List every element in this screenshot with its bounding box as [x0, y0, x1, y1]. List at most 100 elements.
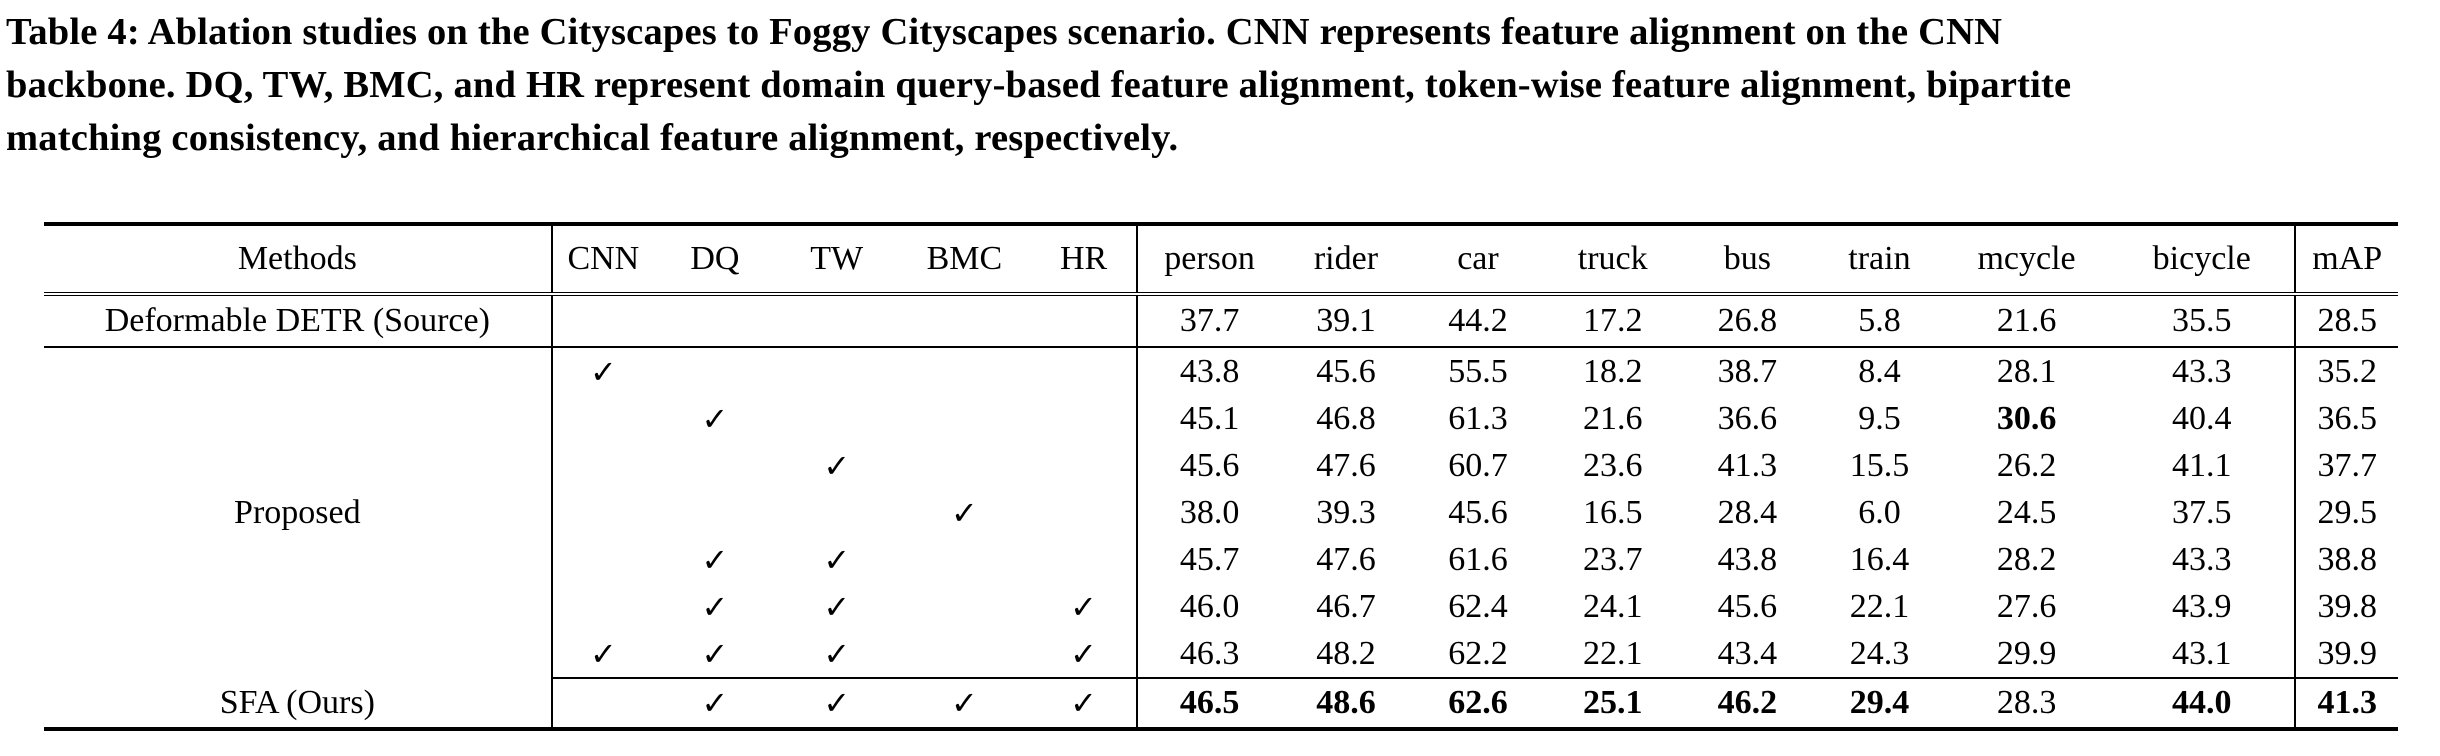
check-cell: ✓	[823, 587, 851, 626]
check-cell	[898, 442, 1032, 489]
check-cell	[1031, 347, 1138, 395]
value-cell: 45.6	[1717, 587, 1778, 625]
value-cell: 60.7	[1448, 446, 1508, 484]
header-truck: truck	[1545, 224, 1681, 296]
check-cell	[1031, 489, 1138, 536]
check-cell: ✓	[1031, 583, 1138, 630]
table-row: SFA (Ours) ✓ ✓ ✓ ✓ 46.5 48.6 62.6 25.1 4…	[44, 678, 2398, 731]
ablation-table: Methods CNN DQ TW BMC HR person rider ca…	[44, 222, 2398, 731]
value-cell: 41.1	[2109, 442, 2297, 489]
value-cell: 61.3	[1448, 399, 1508, 437]
header-map: mAP	[2295, 224, 2398, 296]
value-cell: 45.6	[1316, 352, 1376, 390]
value-cell: 24.3	[1814, 630, 1945, 679]
check-cell	[897, 630, 1032, 679]
check-cell	[552, 489, 654, 536]
check-cell	[898, 347, 1032, 395]
check-cell	[776, 347, 898, 395]
check-cell: ✓	[951, 493, 978, 532]
value-cell: 43.1	[2109, 630, 2297, 679]
value-cell: 9.5	[1858, 399, 1901, 437]
value-cell: 26.2	[1996, 446, 2057, 484]
value-cell: 36.5	[2317, 399, 2377, 437]
check-cell: ✓	[897, 678, 1032, 731]
value-cell: 40.4	[2109, 395, 2297, 442]
value-cell: 39.9	[2295, 630, 2398, 679]
value-cell: 24.1	[1582, 587, 1643, 625]
value-cell: 61.6	[1448, 540, 1508, 578]
value-cell: 46.0	[1179, 587, 1240, 625]
header-bus: bus	[1680, 224, 1815, 296]
table-caption: Table 4: Ablation studies on the Citysca…	[6, 6, 2434, 165]
check-cell: ✓	[701, 540, 729, 579]
value-cell: 47.6	[1316, 446, 1376, 484]
check-cell	[897, 294, 1032, 348]
header-methods: Methods	[44, 224, 553, 296]
check-cell	[898, 536, 1032, 583]
value-cell: 21.6	[1944, 294, 2110, 348]
table-row: ✓ 38.0 39.3 45.6 16.5 28.4 6.0 24.5 37.5…	[44, 489, 2398, 536]
value-cell: 8.4	[1858, 352, 1901, 390]
value-cell: 22.1	[1849, 587, 1910, 625]
caption-line: matching consistency, and hierarchical f…	[6, 117, 1179, 159]
header-bmc: BMC	[897, 224, 1032, 296]
value-cell: 29.9	[1944, 630, 2110, 679]
check-cell	[552, 583, 654, 630]
value-cell: 22.1	[1545, 630, 1681, 679]
caption-line: Table 4: Ablation studies on the Citysca…	[6, 11, 2003, 53]
check-cell: ✓	[654, 678, 776, 731]
method-cell: Deformable DETR (Source)	[44, 294, 553, 348]
value-cell: 6.0	[1858, 493, 1901, 531]
value-cell: 28.2	[1996, 540, 2057, 578]
check-cell: ✓	[775, 630, 898, 679]
value-cell: 27.6	[1996, 587, 2057, 625]
check-cell	[776, 489, 898, 536]
value-cell: 45.1	[1179, 399, 1240, 437]
check-cell: ✓	[775, 678, 898, 731]
value-cell: 62.4	[1448, 587, 1508, 625]
value-cell: 37.5	[2109, 489, 2297, 536]
check-cell: ✓	[823, 446, 851, 485]
value-cell: 43.9	[2109, 583, 2297, 630]
value-cell-best: 41.3	[2295, 678, 2398, 731]
value-cell: 47.6	[1316, 540, 1376, 578]
check-cell	[1031, 294, 1138, 348]
check-cell	[898, 583, 1032, 630]
check-cell: ✓	[1031, 630, 1138, 679]
check-cell: ✓	[701, 587, 729, 626]
value-cell: 45.7	[1179, 540, 1240, 578]
check-cell: ✓	[654, 630, 776, 679]
value-cell: 43.8	[1179, 352, 1240, 390]
value-cell: 62.2	[1410, 630, 1546, 679]
check-cell: ✓	[823, 540, 851, 579]
value-cell: 38.8	[2317, 540, 2377, 578]
value-cell: 28.5	[2295, 294, 2398, 348]
check-cell: ✓	[551, 630, 655, 679]
check-cell: ✓	[1031, 678, 1138, 731]
value-cell: 39.3	[1316, 493, 1376, 531]
header-bicycle: bicycle	[2109, 224, 2297, 296]
value-cell: 46.3	[1136, 630, 1282, 679]
table-row: ✓ 45.1 46.8 61.3 21.6 36.6 9.5 30.6 40.4…	[44, 395, 2398, 442]
value-cell: 28.1	[1996, 352, 2057, 390]
value-cell-best: 30.6	[1996, 399, 2057, 437]
header-hr: HR	[1031, 224, 1138, 296]
check-cell	[1031, 536, 1138, 583]
value-cell: 46.7	[1316, 587, 1376, 625]
value-cell: 28.4	[1717, 493, 1778, 531]
value-cell: 38.0	[1179, 493, 1240, 531]
table-row: ✓ ✓ 45.7 47.6 61.6 23.7 43.8 16.4 28.2 4…	[44, 536, 2398, 583]
value-cell: 37.7	[2317, 446, 2377, 484]
check-cell	[775, 294, 898, 348]
value-cell-best: 62.6	[1410, 678, 1546, 731]
value-cell: 41.3	[1717, 446, 1778, 484]
value-cell: 16.5	[1582, 493, 1643, 531]
method-cell: Proposed	[44, 347, 553, 678]
check-cell: ✓	[589, 352, 617, 391]
value-cell-best: 48.6	[1281, 678, 1411, 731]
value-cell: 26.8	[1680, 294, 1815, 348]
header-person: person	[1136, 224, 1282, 296]
check-cell	[898, 395, 1032, 442]
value-cell: 39.1	[1281, 294, 1411, 348]
value-cell: 44.2	[1410, 294, 1546, 348]
